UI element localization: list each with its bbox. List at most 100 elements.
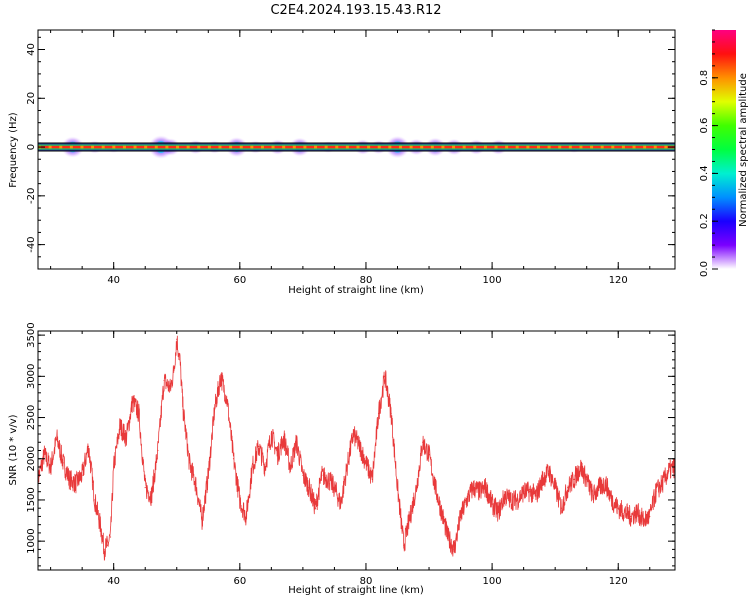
- band-speckle: [632, 145, 636, 149]
- snr-point: [56, 437, 58, 439]
- band-speckle: [335, 145, 339, 149]
- x-tick-label: 40: [107, 576, 120, 587]
- band-speckle: [568, 145, 572, 149]
- snr-point: [62, 462, 64, 464]
- band-speckle: [621, 145, 625, 149]
- snr-point: [541, 478, 544, 480]
- snr-point: [548, 470, 550, 472]
- snr-point: [346, 466, 348, 468]
- snr-point: [207, 474, 209, 476]
- y-tick-label: 2000: [26, 446, 37, 471]
- snr-point: [459, 515, 462, 518]
- band-speckle: [229, 145, 233, 149]
- snr-point: [144, 486, 146, 489]
- snr-point: [270, 433, 272, 435]
- band-speckle: [409, 145, 413, 149]
- colorbar-gradient: [712, 30, 736, 269]
- snr-point: [598, 486, 600, 489]
- snr-point: [630, 515, 632, 518]
- snr-point: [441, 511, 443, 513]
- snr-point: [113, 466, 115, 468]
- band-speckle: [218, 145, 222, 149]
- band-speckle: [69, 145, 73, 149]
- snr-point: [605, 482, 607, 485]
- band-speckle: [122, 145, 126, 149]
- band-speckle: [80, 145, 84, 149]
- snr-point: [447, 536, 449, 538]
- snr-point: [642, 519, 645, 522]
- snr-point: [327, 478, 329, 480]
- snr-point: [560, 507, 563, 509]
- colorbar-tick-label: 0.2: [699, 213, 710, 229]
- x-tick-label: 60: [233, 275, 246, 286]
- snr-point: [453, 548, 455, 550]
- snr-point: [289, 466, 291, 468]
- snr-point: [201, 519, 203, 522]
- snr-series: [38, 335, 675, 562]
- snr-point: [409, 515, 411, 518]
- snr-point: [50, 466, 52, 468]
- snr-point: [403, 544, 405, 546]
- snr-point: [491, 503, 493, 505]
- x-tick-label: 80: [360, 576, 373, 587]
- band-speckle: [505, 145, 509, 149]
- band-speckle: [314, 145, 318, 149]
- y-tick-label: 2500: [26, 405, 37, 430]
- snr-point: [529, 491, 531, 493]
- band-speckle: [176, 145, 180, 149]
- snr-point: [163, 379, 165, 382]
- spectrogram-x-axis-label: Height of straight line (km): [288, 285, 424, 296]
- band-speckle: [494, 145, 498, 149]
- snr-point: [390, 412, 392, 415]
- band-speckle: [101, 145, 105, 149]
- band-speckle: [452, 145, 456, 149]
- snr-point: [586, 478, 588, 480]
- snr-point: [302, 474, 304, 476]
- band-speckle: [250, 145, 254, 149]
- y-tick-label: 3000: [26, 364, 37, 389]
- band-speckle: [154, 145, 158, 149]
- band-speckle: [441, 145, 445, 149]
- band-speckle: [558, 145, 562, 149]
- snr-point: [132, 400, 134, 402]
- band-speckle: [260, 145, 264, 149]
- band-speckle: [282, 145, 286, 149]
- snr-point: [668, 470, 670, 472]
- snr-point: [623, 511, 626, 513]
- snr-point: [179, 359, 181, 361]
- snr-point: [232, 458, 235, 460]
- snr-y-ticks: 1000 1500 2000 2500 3000 3500: [26, 322, 675, 567]
- y-tick-label: -40: [26, 236, 37, 252]
- band-speckle: [600, 145, 604, 149]
- band-speckle: [271, 145, 275, 149]
- snr-point: [352, 433, 354, 435]
- band-speckle: [547, 145, 551, 149]
- band-speckle: [59, 145, 63, 149]
- snr-point: [655, 491, 657, 493]
- snr-y-axis-label: SNR (10 * v/v): [8, 414, 19, 485]
- colorbar-tick-label: 0.4: [699, 165, 710, 181]
- snr-point: [109, 536, 112, 538]
- snr-point: [213, 408, 216, 410]
- snr-point: [384, 375, 386, 377]
- x-tick-label: 100: [483, 576, 502, 587]
- snr-point: [169, 388, 172, 390]
- x-tick-label: 120: [609, 576, 628, 587]
- snr-x-axis-label: Height of straight line (km): [288, 585, 424, 596]
- band-speckle: [377, 145, 381, 149]
- band-speckle: [207, 145, 211, 149]
- snr-point: [258, 445, 260, 447]
- snr-point: [87, 445, 90, 447]
- snr-point: [340, 503, 342, 505]
- band-speckle: [462, 145, 466, 149]
- band-speckle: [144, 145, 148, 149]
- snr-point: [226, 400, 228, 402]
- snr-point: [422, 441, 424, 443]
- snr-point: [592, 495, 594, 497]
- snr-point: [333, 486, 336, 489]
- snr-point: [466, 499, 468, 501]
- snr-point: [68, 478, 71, 480]
- snr-point: [371, 478, 373, 480]
- snr-point: [567, 486, 569, 489]
- snr-point: [182, 408, 184, 410]
